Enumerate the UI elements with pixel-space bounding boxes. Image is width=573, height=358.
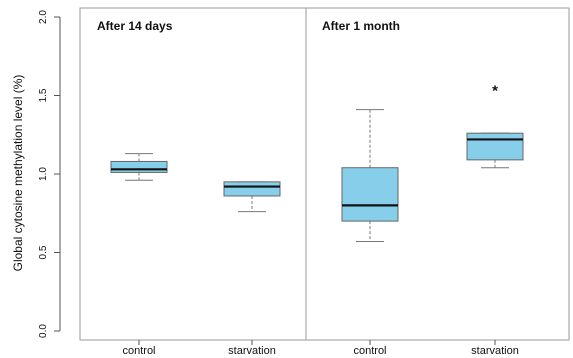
box-0-control: [110, 153, 168, 181]
category-label-2: control: [353, 345, 386, 357]
category-label-3: starvation: [471, 345, 519, 357]
y-tick-label-2: 1.0: [38, 167, 49, 181]
box-2-control: [341, 109, 399, 243]
y-axis-ticks: 0.0 0.5 1.0 1.5 2.0: [38, 10, 60, 338]
y-tick-label-1: 0.5: [38, 245, 49, 259]
panel-title-14-days: After 14 days: [97, 19, 173, 33]
panel-title-1-month: After 1 month: [322, 19, 400, 33]
boxplots: [110, 109, 524, 243]
y-tick-label-0: 0.0: [38, 324, 49, 338]
x-axis-category-labels: control starvation control starvation: [122, 345, 518, 357]
y-tick-label-4: 2.0: [38, 10, 49, 24]
plot-frame: [79, 7, 570, 341]
box-1-starvation: [223, 181, 281, 213]
significance-annotations: *: [492, 83, 498, 100]
y-tick-label-3: 1.5: [38, 88, 49, 102]
box-iqr: [466, 132, 524, 161]
x-axis-ticks: [138, 340, 496, 345]
box-iqr: [341, 167, 399, 222]
category-label-1: starvation: [228, 345, 276, 357]
box-iqr: [223, 181, 281, 197]
category-label-0: control: [122, 345, 155, 357]
box-3-starvation: [466, 132, 524, 169]
significance-star-0: *: [492, 83, 498, 100]
box-iqr: [110, 160, 168, 173]
y-axis-label: Global cytosine methylation level (%): [11, 75, 25, 272]
